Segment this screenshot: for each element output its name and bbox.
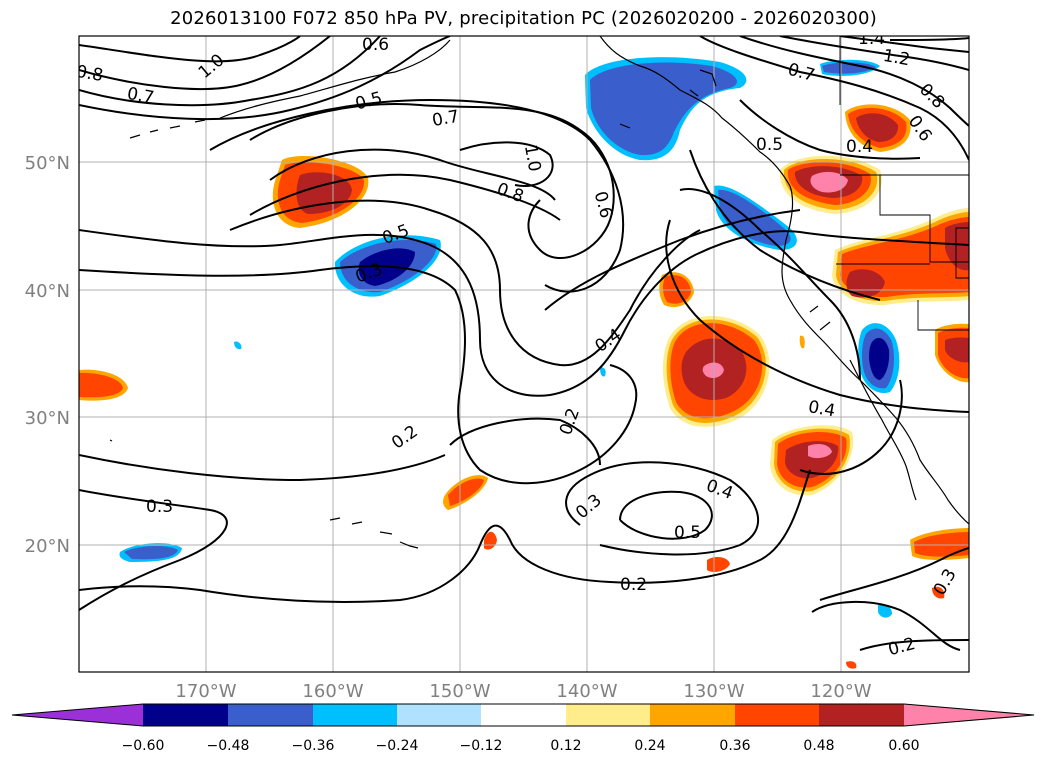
map-frame [78,35,970,673]
colorbar-tick-label: −0.24 [376,738,419,754]
colorbar-tick-label: −0.60 [122,738,165,754]
contour-label: 0.5 [674,523,701,543]
lon-label: 150°W [429,681,490,702]
coastlines [109,36,969,549]
pv-contours [79,36,969,651]
contour-label: 0.8 [74,62,104,86]
colorbar-segment [397,704,481,726]
colorbar-tick-label: 0.60 [888,738,919,754]
colorbar-segment [12,704,143,726]
lat-label: 40°N [25,281,70,302]
colorbar-tick-label: −0.48 [207,738,250,754]
colorbar-segment [735,704,819,726]
contour-label: 1.4 [858,29,885,49]
lat-label: 30°N [25,408,70,429]
lon-label: 160°W [302,681,363,702]
contour-label: 1.2 [881,46,911,70]
colorbar-segment [904,704,1034,726]
colorbar-tick-label: −0.36 [292,738,335,754]
contour-label: 0.5 [756,135,783,155]
colorbar-tick-label: 0.24 [634,738,665,754]
contour-label: 1.0 [520,143,544,173]
contour-label: 0.6 [362,35,389,55]
lat-label: 50°N [25,153,70,174]
longitude-labels: 170°W 160°W 150°W 140°W 130°W 120°W [175,681,871,702]
colorbar-tick-label: 0.12 [550,738,581,754]
colorbar-segment [566,704,650,726]
contour-label: 0.7 [125,84,155,108]
lon-label: 140°W [556,681,617,702]
colorbar-outline [11,703,1035,727]
map-title: 2026013100 F072 850 hPa PV, precipitatio… [170,8,877,29]
colorbar-segment [143,704,228,726]
contour-label: 0.7 [431,107,461,131]
contour-label: 0.4 [846,137,873,157]
lon-label: 130°W [683,681,744,702]
colorbar-tick-label: 0.48 [803,738,834,754]
colorbar: −0.60 −0.48 −0.36 −0.24 −0.12 0.12 0.24 … [11,703,1035,754]
contour-label: 0.2 [620,575,647,595]
colorbar-segment [481,704,566,726]
lon-label: 170°W [175,681,236,702]
colorbar-segment [228,704,313,726]
lon-label: 120°W [810,681,871,702]
colorbar-tick-label: 0.36 [719,738,750,754]
contour-label: 0.3 [146,497,173,517]
lat-label: 20°N [25,536,70,557]
contour-label: 0.4 [807,397,837,421]
latitude-labels: 50°N 40°N 30°N 20°N [25,153,70,557]
colorbar-segment [313,704,397,726]
colorbar-segment [650,704,735,726]
map-area [79,36,969,672]
colorbar-segment [819,704,904,726]
gridlines [79,36,969,672]
colorbar-tick-label: −0.12 [460,738,503,754]
